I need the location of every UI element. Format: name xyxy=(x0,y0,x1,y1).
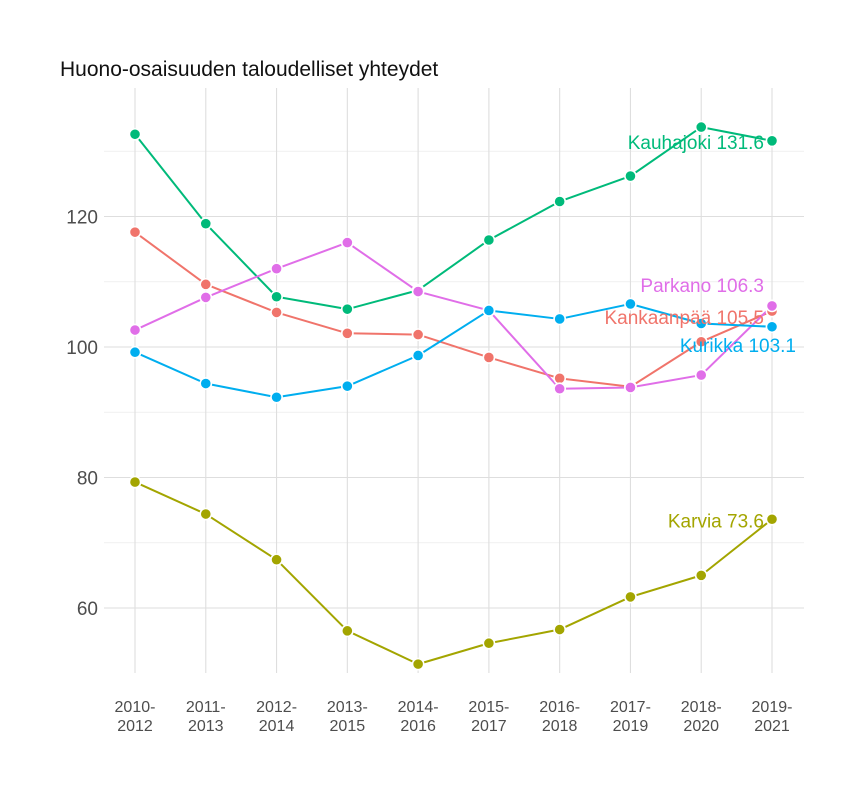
end-label-kankaanpää: Kankaanpää 105.5 xyxy=(604,308,764,329)
data-point-kankaanpää xyxy=(270,306,283,319)
data-point-kankaanpää xyxy=(411,328,425,342)
data-point-kurikka xyxy=(199,377,213,390)
x-tick-label: 2012-2014 xyxy=(256,699,297,735)
data-point-kurikka xyxy=(340,379,354,393)
data-point-parkano xyxy=(128,323,142,337)
data-point-parkano xyxy=(411,285,425,298)
data-point-kurikka xyxy=(553,312,567,326)
data-point-karvia xyxy=(128,475,142,489)
data-point-karvia xyxy=(694,568,708,582)
data-point-kurikka xyxy=(128,345,142,359)
series-line-kurikka xyxy=(134,302,773,399)
data-point-kurikka xyxy=(270,390,283,404)
end-label-kurikka: Kurikka 103.1 xyxy=(680,336,796,357)
data-point-kauhajoki xyxy=(694,120,708,134)
x-tick-label: 2011-2013 xyxy=(186,699,226,735)
data-point-kankaanpää xyxy=(199,277,213,291)
data-point-karvia xyxy=(482,636,496,650)
data-point-kurikka xyxy=(694,317,708,330)
x-axis-ticks: 2010-2012 2011-2013 2012-2014 2013-2015 2014… xyxy=(115,699,793,735)
data-point-kankaanpää xyxy=(482,351,496,364)
data-point-kankaanpää xyxy=(340,326,354,340)
data-point-karvia xyxy=(199,507,213,521)
data-point-kauhajoki xyxy=(340,302,354,316)
x-tick-label: 2018-2020 xyxy=(681,699,722,735)
data-point-kauhajoki xyxy=(765,134,779,148)
series-line-kankaanpää xyxy=(134,231,773,388)
data-point-karvia xyxy=(270,553,283,567)
x-tick-label: 2014-2016 xyxy=(398,699,439,735)
data-point-parkano xyxy=(765,299,779,313)
data-point-kauhajoki xyxy=(482,233,496,247)
data-point-kurikka xyxy=(765,320,779,334)
data-point-kankaanpää xyxy=(694,335,708,349)
y-tick-label: 100 xyxy=(66,338,98,359)
data-point-kauhajoki xyxy=(624,169,637,183)
end-label-karvia: Karvia 73.6 xyxy=(668,511,764,532)
data-point-karvia xyxy=(553,623,567,636)
data-point-parkano xyxy=(199,291,213,304)
data-point-parkano xyxy=(340,236,354,249)
data-point-kauhajoki xyxy=(199,217,213,231)
data-point-karvia xyxy=(411,657,425,671)
series-line-karvia xyxy=(134,481,773,666)
series-line-kauhajoki xyxy=(134,126,773,311)
data-point-parkano xyxy=(694,368,708,382)
data-point-kurikka xyxy=(624,297,637,311)
data-point-parkano xyxy=(553,382,567,396)
chart-title: Huono-osaisuuden taloudelliset yhteydet xyxy=(60,58,438,81)
data-point-kurikka xyxy=(411,349,425,362)
x-tick-label: 2016-2018 xyxy=(539,699,580,735)
data-point-kauhajoki xyxy=(128,127,142,141)
y-tick-label: 120 xyxy=(66,208,98,229)
data-point-kurikka xyxy=(482,304,496,317)
x-tick-label: 2010-2012 xyxy=(115,699,156,735)
data-point-parkano xyxy=(624,381,637,394)
end-label-parkano: Parkano 106.3 xyxy=(640,276,764,297)
x-tick-label: 2015-2017 xyxy=(468,699,509,735)
data-point-karvia xyxy=(340,624,354,638)
y-tick-label: 80 xyxy=(77,469,98,490)
end-label-kauhajoki: Kauhajoki 131.6 xyxy=(628,133,764,154)
x-tick-label: 2017-2019 xyxy=(610,699,651,735)
data-point-kankaanpää xyxy=(128,225,142,239)
series-lines xyxy=(134,126,773,666)
y-axis-ticks: 60 80 100 120 xyxy=(66,208,98,621)
x-tick-label: 2013-2015 xyxy=(327,699,368,735)
data-point-kankaanpää xyxy=(553,371,567,385)
x-tick-label: 2019-2021 xyxy=(752,699,793,735)
series-points xyxy=(128,120,779,671)
data-point-kauhajoki xyxy=(270,290,283,304)
series-line-parkano xyxy=(134,241,773,390)
data-point-parkano xyxy=(270,262,283,276)
end-labels: Kauhajoki 131.6 Kankaanpää 105.5 Parkano 1… xyxy=(604,133,796,532)
data-point-kauhajoki xyxy=(553,195,567,208)
data-point-karvia xyxy=(624,590,637,604)
data-point-karvia xyxy=(765,512,779,526)
y-tick-label: 60 xyxy=(77,599,98,620)
